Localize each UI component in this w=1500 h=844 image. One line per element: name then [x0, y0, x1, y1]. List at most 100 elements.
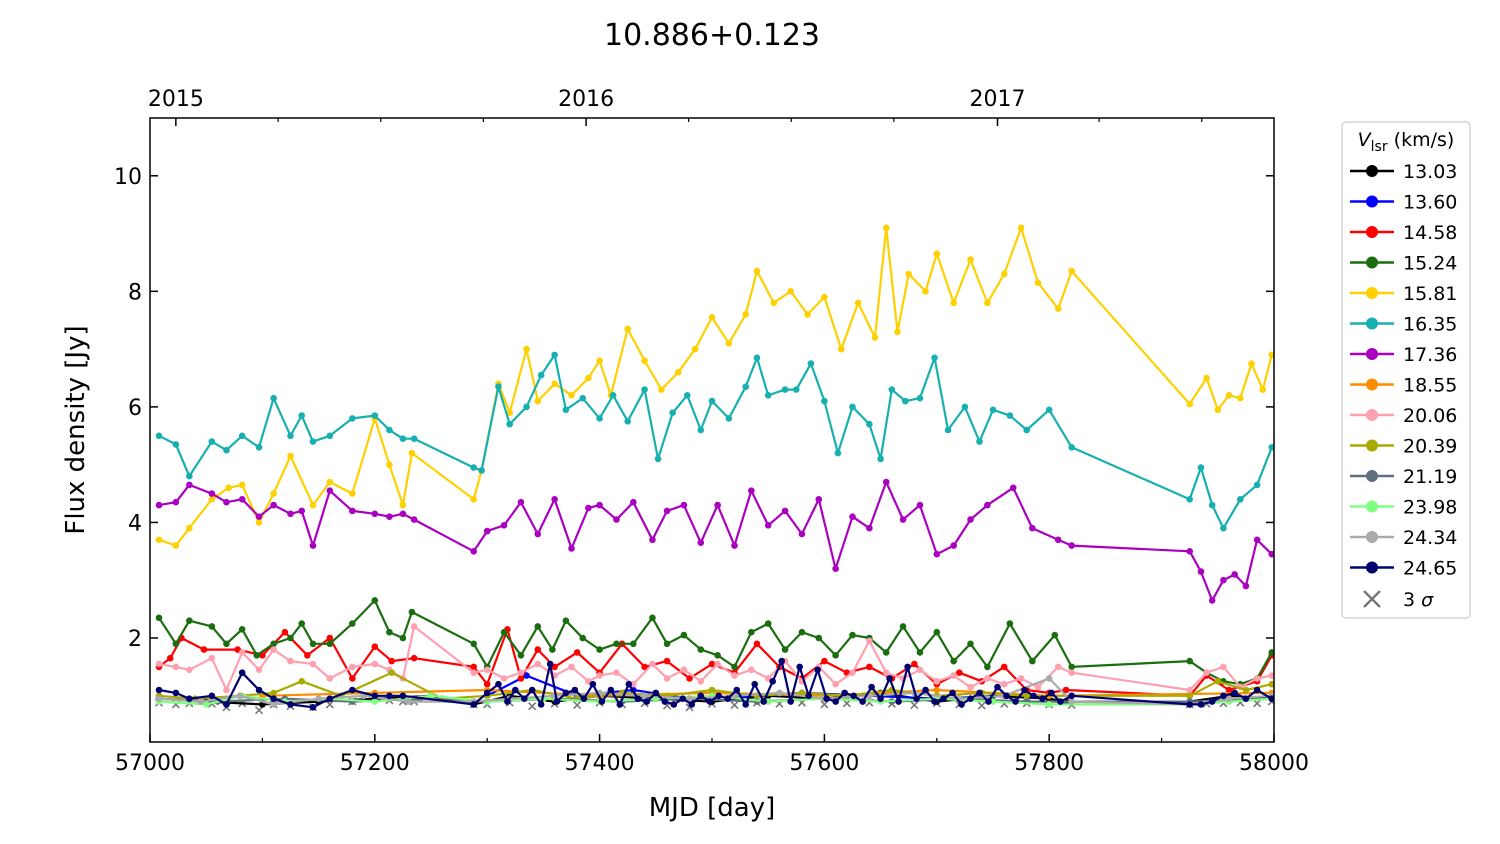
data-point [298, 678, 306, 685]
data-point [281, 628, 289, 636]
data-point [172, 663, 180, 671]
data-point [733, 686, 741, 694]
data-point [534, 623, 542, 630]
data-point [697, 426, 705, 434]
data-point [1208, 501, 1216, 509]
data-point [624, 325, 631, 333]
data-point [223, 686, 230, 694]
data-point [686, 675, 693, 682]
data-point [899, 516, 907, 523]
data-point [888, 386, 896, 393]
data-point [562, 406, 570, 414]
data-point [517, 498, 525, 506]
data-point [967, 683, 974, 691]
data-point [933, 678, 941, 685]
data-point [534, 530, 542, 538]
data-point [976, 438, 983, 445]
data-point [223, 640, 230, 648]
data-point [386, 461, 393, 468]
data-point [764, 392, 772, 399]
data-point [1034, 279, 1042, 286]
legend-label: 18.55 [1403, 375, 1457, 397]
data-point [504, 698, 511, 705]
data-point [270, 646, 277, 653]
top-tick-label: 2017 [969, 87, 1025, 112]
data-point [172, 542, 180, 549]
data-point [523, 672, 530, 679]
legend-marker [1366, 531, 1378, 543]
noise-3sigma-point [254, 706, 264, 715]
data-point [238, 649, 246, 656]
data-point [551, 351, 558, 359]
data-point [371, 597, 379, 604]
data-point [520, 695, 528, 702]
legend-label: 24.34 [1403, 527, 1457, 549]
data-point [625, 680, 633, 688]
data-point [814, 666, 821, 674]
data-point [674, 368, 682, 376]
data-point [989, 406, 997, 414]
x-tick-label: 57800 [1014, 751, 1084, 776]
legend-entries: 13.03 13.60 14.58 15.24 15.81 16.35 17.36 18.55… [1350, 161, 1457, 580]
data-point [1186, 701, 1193, 708]
data-point [579, 394, 587, 402]
data-point [208, 654, 216, 662]
y-tick-label: 10 [114, 165, 142, 190]
data-point [562, 617, 570, 624]
data-point [967, 640, 974, 648]
legend-entry-20.06: 20.06 [1350, 405, 1457, 427]
data-point [1253, 481, 1261, 489]
data-point [255, 519, 263, 526]
data-point [958, 701, 965, 708]
data-point [155, 501, 163, 509]
data-point [1068, 669, 1075, 676]
data-point [1236, 394, 1244, 402]
data-point [410, 623, 418, 630]
data-point [399, 510, 407, 518]
data-point [781, 646, 789, 653]
data-point [649, 536, 656, 544]
data-point [753, 354, 761, 362]
data-point [916, 666, 924, 674]
data-point [349, 686, 356, 694]
data-point [1268, 649, 1274, 656]
data-point [1231, 689, 1238, 697]
data-point [1000, 680, 1008, 688]
data-point [708, 660, 716, 668]
data-point [155, 660, 163, 668]
axes: 57000 57200 57400 57600 57800 58000 2 4 6 8 10 2015… [114, 87, 1309, 776]
data-point [760, 698, 768, 705]
data-point [287, 510, 294, 518]
data-point [931, 354, 938, 362]
data-point [742, 383, 750, 390]
data-point [787, 698, 794, 705]
data-point [537, 701, 545, 708]
data-point [697, 692, 705, 700]
data-point [663, 657, 671, 665]
data-point [658, 386, 665, 393]
data-point [933, 550, 941, 558]
data-point [866, 524, 873, 532]
series-16.35 [155, 351, 1274, 532]
data-point [517, 669, 525, 676]
data-point [408, 608, 416, 616]
legend-marker [1366, 165, 1378, 177]
data-point [255, 444, 263, 451]
data-point [579, 634, 587, 642]
data-point [815, 496, 823, 503]
data-point [270, 394, 277, 402]
data-point [748, 628, 755, 636]
data-point [186, 481, 193, 489]
data-point [985, 698, 992, 705]
legend-marker [1366, 348, 1378, 360]
data-point [1057, 698, 1064, 705]
data-point [950, 542, 957, 549]
data-point [714, 660, 721, 668]
data-point [1012, 698, 1019, 705]
legend-title: Vlsr (km/s) [1358, 129, 1455, 155]
data-point [202, 701, 210, 708]
data-point [821, 293, 828, 301]
data-point [172, 640, 180, 648]
legend-label: 13.60 [1403, 192, 1457, 214]
data-point [931, 698, 938, 705]
